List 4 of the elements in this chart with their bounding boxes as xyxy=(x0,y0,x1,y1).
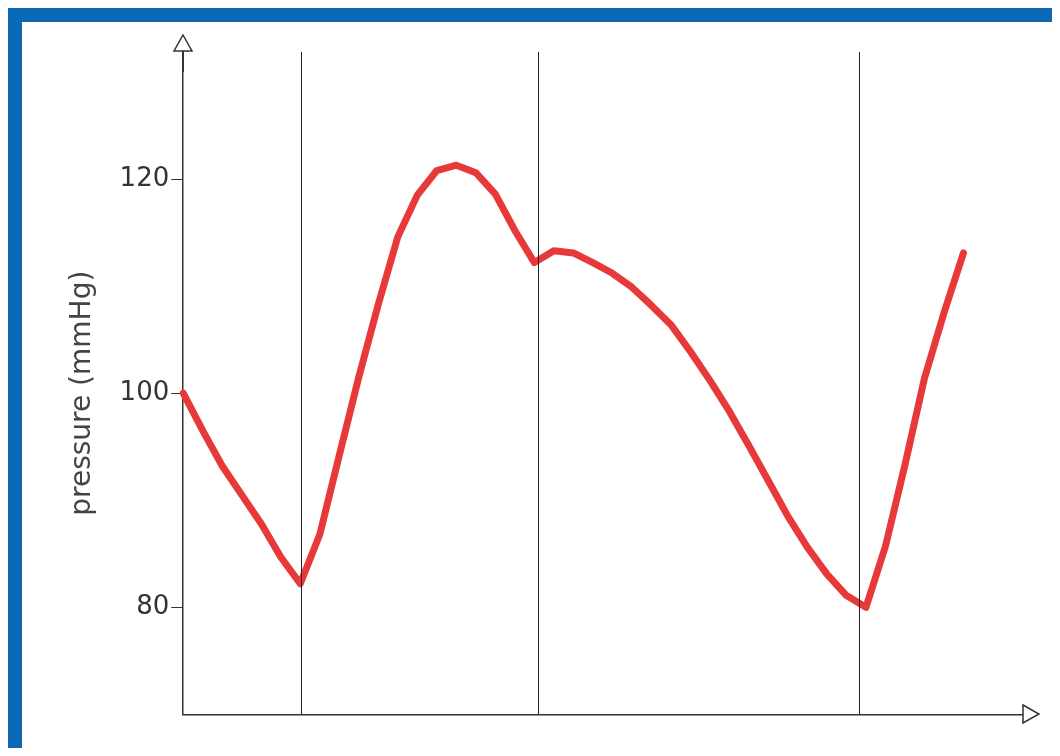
y-tick-label: 120 xyxy=(119,161,170,192)
y-tick-label: 80 xyxy=(136,590,170,621)
y-axis-title: pressure (mmHg) xyxy=(64,270,98,516)
y-tick-label: 100 xyxy=(119,375,170,406)
